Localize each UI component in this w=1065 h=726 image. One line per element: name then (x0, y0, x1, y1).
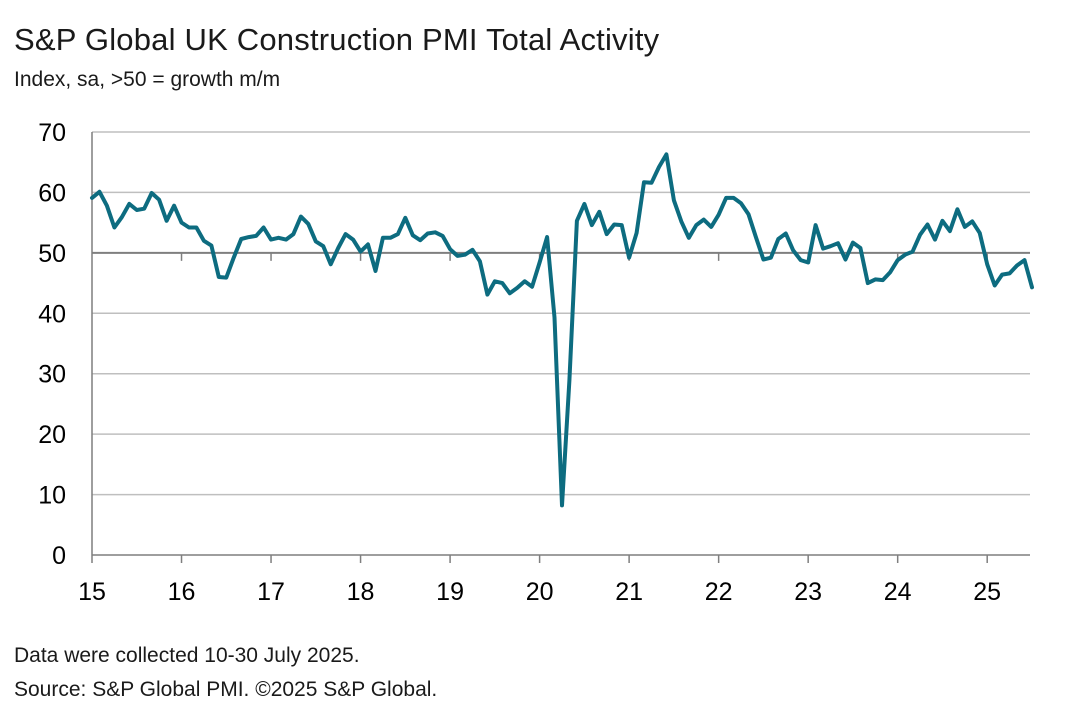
x-tick-label: 17 (257, 578, 285, 606)
x-tick-label: 19 (436, 578, 464, 606)
x-tick-label: 25 (973, 578, 1001, 606)
x-tick-label: 20 (526, 578, 554, 606)
source-note: Source: S&P Global PMI. ©2025 S&P Global… (14, 678, 438, 701)
x-tick-label: 16 (168, 578, 196, 606)
data-collection-note: Data were collected 10-30 July 2025. (14, 644, 360, 667)
y-tick-label: 30 (38, 361, 66, 389)
chart-subtitle: Index, sa, >50 = growth m/m (14, 68, 281, 91)
x-tick-label: 22 (705, 578, 733, 606)
pmi-series-line (90, 152, 1034, 508)
x-tick-label: 24 (884, 578, 912, 606)
tick-labels: 0 10 20 30 40 50 60 70 15 16 17 18 19 20 21 22 23 24 25 (38, 119, 1001, 606)
x-tick-label: 18 (347, 578, 375, 606)
chart-title: S&P Global UK Construction PMI Total Act… (14, 22, 660, 57)
y-tick-label: 40 (38, 300, 66, 328)
y-tick-label: 70 (38, 119, 66, 147)
x-tick-label: 21 (615, 578, 643, 606)
y-tick-label: 20 (38, 421, 66, 449)
x-tick-label: 15 (78, 578, 106, 606)
line-chart: 0 10 20 30 40 50 60 70 15 16 17 18 19 20 21 22 23 24 25 (38, 119, 1034, 606)
x-tick-label: 23 (794, 578, 822, 606)
y-tick-label: 60 (38, 179, 66, 207)
y-tick-label: 10 (38, 482, 66, 510)
y-tick-label: 50 (38, 240, 66, 268)
y-tick-label: 0 (52, 542, 66, 570)
series-layer (90, 152, 1034, 508)
